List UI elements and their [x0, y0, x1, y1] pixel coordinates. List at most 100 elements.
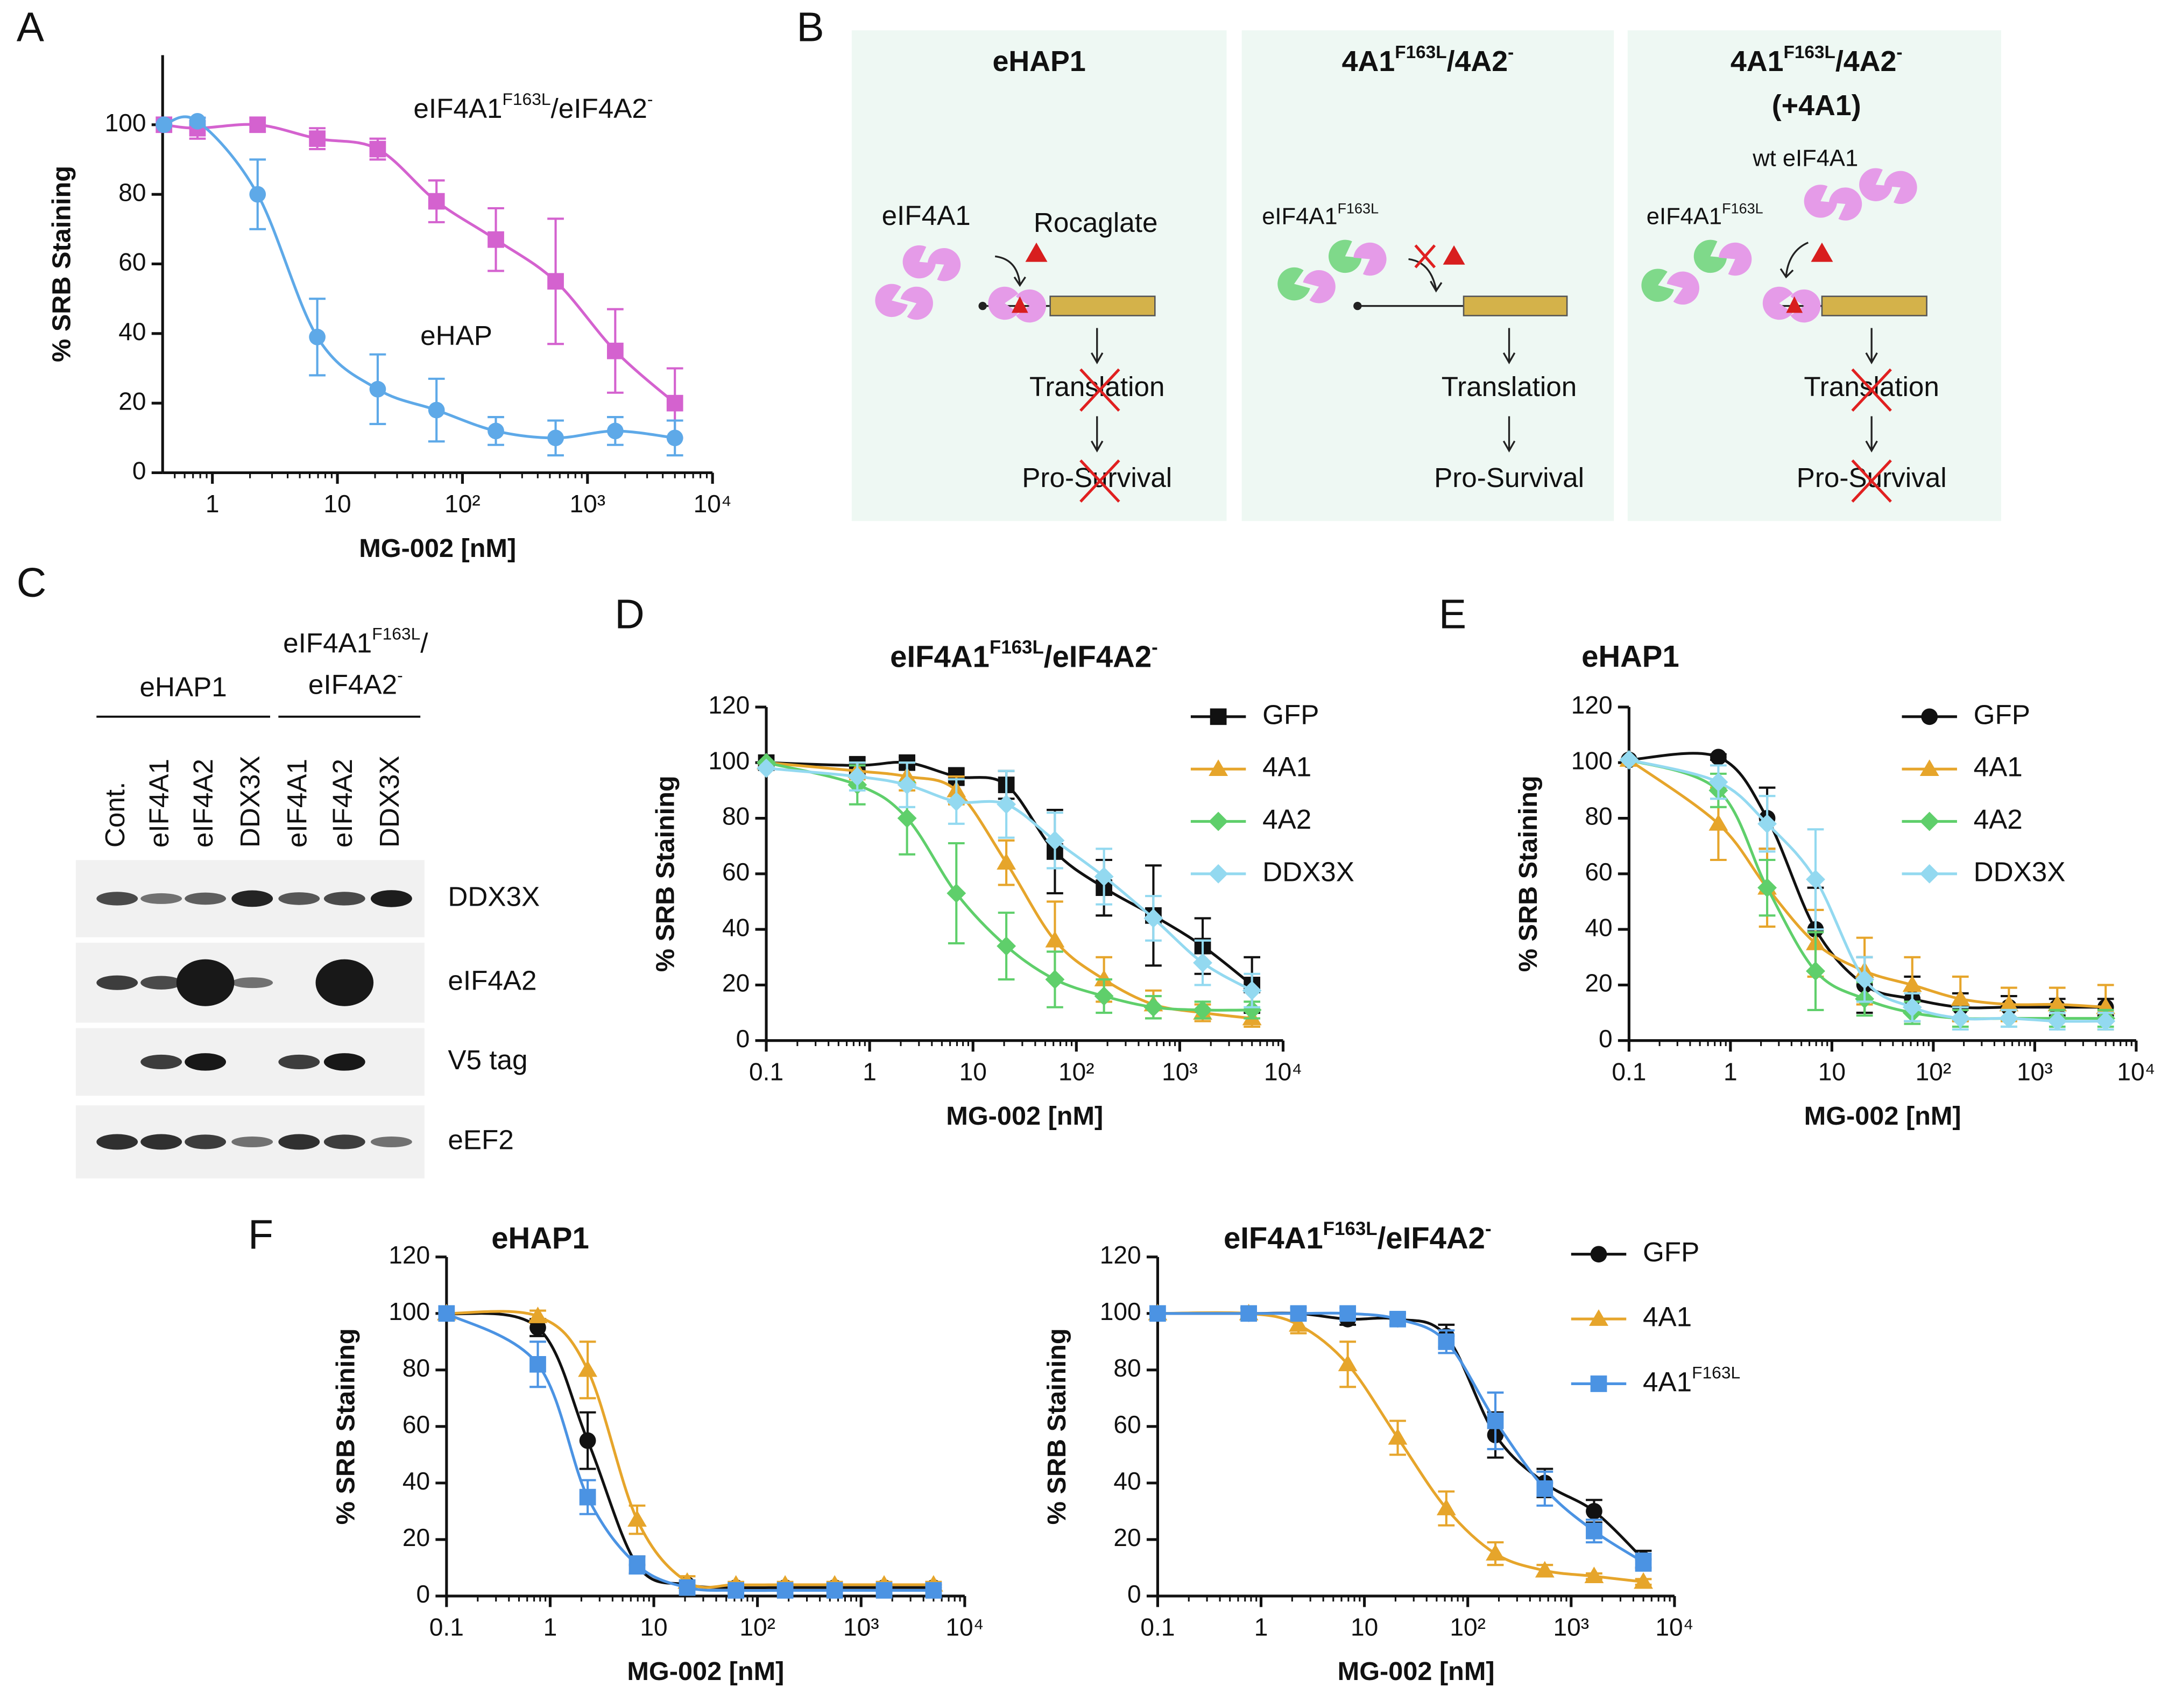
text-part: F163L — [1692, 1363, 1740, 1382]
diagram-label: wt eIF4A1 — [1752, 146, 1858, 172]
text-part: - — [397, 666, 403, 685]
x-tick-label: 10² — [1058, 1057, 1094, 1085]
point — [578, 1360, 598, 1377]
lobe — [1804, 185, 1837, 218]
y-axis-label: % SRB Staining — [47, 166, 76, 362]
x-tick-label: 10³ — [1162, 1057, 1198, 1085]
band — [278, 1054, 320, 1069]
chart: 0 20 40 60 80 100 120 0.1 1 10 10² 10³ 10⁴ % SRB Stai… — [331, 1221, 984, 1686]
x-tick-label: 1 — [863, 1057, 877, 1085]
point — [606, 422, 624, 440]
x-tick-label: 10 — [1818, 1057, 1846, 1085]
block-x — [1079, 244, 1892, 503]
x-tick-label: 10² — [444, 490, 481, 518]
point — [997, 794, 1016, 814]
diagram: eHAP1 eIF4A1 Rocaglate Translation Pro-S… — [851, 30, 2001, 521]
x-axis-label: MG-002 [nM] — [1804, 1102, 1961, 1131]
x-tick-label: 10³ — [843, 1613, 879, 1641]
lobe — [927, 248, 961, 281]
point — [488, 422, 504, 440]
point — [997, 853, 1016, 870]
band — [140, 1134, 182, 1150]
x-tick-label: 1 — [1724, 1057, 1738, 1085]
y-tick-label: 100 — [1571, 746, 1613, 774]
text-part: eIF4A1 — [1224, 1221, 1323, 1255]
text-part: - — [1485, 1218, 1492, 1239]
legend-marker — [1210, 708, 1227, 725]
legend-marker — [1590, 1375, 1607, 1392]
chart: 0 20 40 60 80 100 120 0.1 1 10 10² 10³ 10⁴ % SRB Stai… — [1042, 1218, 1740, 1686]
point — [1436, 1499, 1456, 1515]
chart: 0 20 40 60 80 100 120 0.1 1 10 10² 10³ 10⁴ % SRB Stai… — [1514, 639, 2156, 1131]
fit-line — [446, 1310, 934, 1589]
text-part: F163L — [1784, 43, 1835, 62]
fit-line — [1157, 1311, 1644, 1564]
point — [1438, 1333, 1455, 1350]
x-tick-label: 10⁴ — [945, 1613, 984, 1641]
x-tick-label: 10³ — [569, 490, 605, 518]
point — [1806, 870, 1825, 890]
rocaglate — [1011, 296, 1028, 313]
legend-label: 4A2 — [1262, 804, 1311, 835]
panel-label: D — [615, 591, 644, 638]
point — [679, 1579, 696, 1596]
point — [1486, 1544, 1505, 1561]
point — [1094, 986, 1114, 1006]
point — [1045, 930, 1065, 948]
point — [606, 342, 624, 359]
fit-line — [446, 1312, 934, 1592]
band — [96, 1134, 138, 1150]
band — [370, 890, 412, 907]
western-blot: eHAP1 eIF4A1F163L/ eIF4A2- Cont. eIF4A1 eI… — [75, 624, 540, 1178]
diagram-box — [851, 30, 1227, 521]
chart-title: eHAP1 — [1581, 639, 1679, 673]
lobe — [1762, 286, 1793, 320]
point — [925, 1582, 942, 1599]
fit-line — [766, 766, 1253, 992]
point — [1951, 989, 1971, 1006]
y-tick-label: 0 — [132, 457, 146, 485]
lane-label: eIF4A2 — [327, 759, 358, 848]
band — [176, 959, 235, 1006]
lobe — [1790, 289, 1821, 323]
text-part: - — [1152, 637, 1158, 658]
panel-label: C — [17, 560, 46, 606]
text-part: eIF4A1 — [283, 627, 372, 658]
point — [1535, 1561, 1555, 1578]
point — [1999, 994, 2019, 1012]
y-tick-label: 80 — [1113, 1354, 1141, 1382]
legend-marker — [1919, 864, 1939, 884]
diagram-label: Rocaglate — [1034, 207, 1158, 238]
y-axis-label: % SRB Staining — [651, 775, 680, 972]
lobe — [1016, 289, 1046, 323]
text-part: / — [420, 627, 428, 658]
legend-marker — [1209, 864, 1228, 884]
point — [1094, 970, 1114, 986]
text-part: 4A1 — [1342, 45, 1395, 77]
point — [1584, 1566, 1604, 1583]
blot-strip — [75, 1028, 425, 1096]
text-part: F163L — [990, 637, 1044, 658]
point — [627, 1510, 647, 1527]
lobe — [1666, 271, 1699, 305]
point — [547, 273, 564, 290]
x-tick-label: 0.1 — [749, 1057, 783, 1085]
y-tick-label: 40 — [1585, 913, 1612, 941]
row-label: eEF2 — [448, 1125, 513, 1155]
point — [579, 1432, 596, 1449]
text-part: /eIF4A2 — [1044, 639, 1152, 673]
point — [1951, 1008, 1971, 1028]
panel-label: A — [17, 4, 45, 51]
legend-marker — [1590, 1246, 1607, 1263]
point — [1242, 1000, 1262, 1020]
panel-label: B — [796, 4, 824, 51]
point — [369, 140, 386, 158]
band — [231, 890, 273, 907]
point — [666, 429, 683, 447]
y-tick-label: 20 — [1113, 1523, 1141, 1551]
x-axis-label: MG-002 [nM] — [627, 1657, 784, 1686]
x-axis-label: MG-002 [nM] — [359, 534, 516, 563]
diagram-title: 4A1F163L/4A2- — [1731, 43, 1903, 77]
point — [1289, 1315, 1308, 1332]
